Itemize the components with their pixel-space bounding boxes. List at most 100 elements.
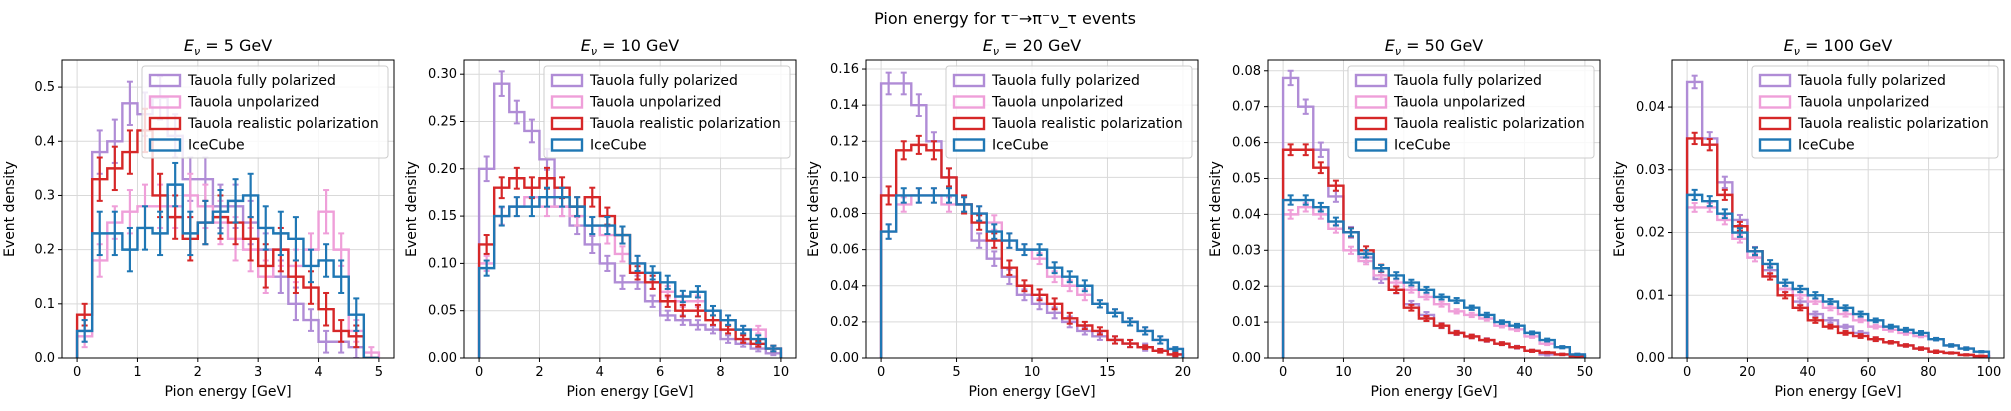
y-tick-label: 0.1 — [34, 297, 55, 312]
y-axis-label: Event density — [1612, 161, 1628, 257]
x-tick-label: 8 — [716, 365, 724, 380]
x-axis-label: Pion energy [GeV] — [1774, 384, 1901, 400]
legend-label-unpolarized: Tauola unpolarized — [1797, 95, 1929, 111]
legend-label-unpolarized: Tauola unpolarized — [1393, 95, 1525, 111]
y-tick-label: 0.03 — [1636, 163, 1665, 178]
y-axis-label: Event density — [404, 161, 420, 257]
x-tick-label: 0 — [877, 365, 885, 380]
series-icecube — [1281, 194, 1587, 358]
x-tick-label: 10 — [1024, 365, 1041, 380]
y-axis-label: Event density — [1208, 161, 1224, 257]
y-tick-label: 0.30 — [428, 67, 457, 82]
panel-title: Eν = 5 GeV — [184, 36, 272, 58]
legend-swatch-unpolarized — [1354, 95, 1388, 109]
histogram-area — [1281, 69, 1587, 358]
legend-swatch-polarized — [1758, 73, 1792, 88]
legend-label-polarized: Tauola fully polarized — [991, 73, 1140, 89]
x-tick-label: 40 — [1800, 365, 1817, 380]
y-tick-label: 0.04 — [1636, 100, 1665, 115]
y-tick-label: 0.5 — [34, 80, 55, 95]
x-tick-label: 50 — [1577, 365, 1594, 380]
series-polarized — [477, 70, 783, 358]
y-tick-label: 0.3 — [34, 188, 55, 203]
y-tick-label: 0.2 — [34, 243, 55, 258]
x-tick-label: 2 — [535, 365, 543, 380]
x-tick-label: 10 — [773, 365, 790, 380]
legend-label-realistic: Tauola realistic polarization — [1797, 116, 1989, 132]
x-tick-label: 6 — [656, 365, 664, 380]
x-tick-label: 2 — [194, 365, 202, 380]
x-tick-label: 20 — [1396, 365, 1413, 380]
y-tick-label: 0.08 — [830, 207, 859, 222]
histogram-step-polarized — [477, 82, 783, 358]
y-tick-label: 0.15 — [428, 209, 457, 224]
legend-label-icecube: IceCube — [188, 138, 245, 154]
panel-3: 0 5 10 15 20 0.00 0.02 0.04 0.06 0.08 0.10 0.12 0.14… — [806, 36, 1199, 400]
axes-frame — [1671, 59, 2005, 359]
x-tick-label: 0 — [1683, 365, 1691, 380]
legend-label-realistic: Tauola realistic polarization — [187, 116, 379, 132]
y-tick-label: 0.01 — [1636, 288, 1665, 303]
x-tick-label: 0 — [475, 365, 483, 380]
legend-swatch-realistic — [148, 116, 182, 131]
histogram-area — [477, 70, 783, 358]
x-tick-label: 4 — [596, 365, 604, 380]
x-tick-label: 5 — [952, 365, 960, 380]
legend-swatch-realistic — [1758, 116, 1792, 131]
legend-swatch-polarized — [952, 73, 986, 88]
y-tick-label: 0.25 — [428, 114, 457, 129]
legend-swatch-polarized — [148, 73, 182, 88]
x-tick-label: 100 — [1976, 365, 2001, 380]
y-tick-label: 0.0 — [34, 351, 55, 366]
y-tick-label: 0.03 — [1232, 243, 1261, 258]
histogram-area — [1685, 74, 1991, 358]
series-icecube — [477, 186, 783, 358]
y-tick-label: 0.02 — [1232, 279, 1261, 294]
legend-label-polarized: Tauola fully polarized — [1797, 73, 1946, 89]
legend-label-polarized: Tauola fully polarized — [589, 73, 738, 89]
legend-swatch-icecube — [550, 138, 584, 152]
series-icecube — [879, 187, 1185, 358]
histogram-area — [879, 71, 1185, 358]
y-tick-label: 0.01 — [1232, 315, 1261, 330]
panel-5: 0 20 40 60 80 100 0.00 0.01 0.02 0.03 0.04 Pion ene… — [1612, 36, 2005, 400]
x-tick-label: 0 — [1279, 365, 1287, 380]
legend-swatch-realistic — [952, 116, 986, 131]
y-tick-label: 0.08 — [1232, 64, 1261, 79]
legend-label-polarized: Tauola fully polarized — [1393, 73, 1542, 89]
panel-title: Eν = 20 GeV — [983, 36, 1082, 58]
legend-label-icecube: IceCube — [992, 138, 1049, 154]
y-tick-label: 0.04 — [1232, 207, 1261, 222]
y-tick-label: 0.20 — [428, 162, 457, 177]
legend-swatch-icecube — [1354, 138, 1388, 152]
histogram-step-realistic — [879, 143, 1185, 358]
panel-4: 0 10 20 30 40 50 0.00 0.01 0.02 0.03 0.04 0.05 0.06 0… — [1208, 36, 1601, 400]
y-tick-label: 0.04 — [830, 279, 859, 294]
y-tick-label: 0.02 — [1636, 226, 1665, 241]
y-tick-label: 0.00 — [428, 351, 457, 366]
legend-box — [1347, 65, 1595, 159]
legend-label-realistic: Tauola realistic polarization — [1393, 116, 1585, 132]
legend-swatch-icecube — [148, 138, 182, 152]
axes-frame — [61, 59, 395, 359]
panels-container: 0 1 2 3 4 5 0.0 0.1 0.2 0.3 0.4 0.5 Pion energy [GeV… — [2, 36, 2005, 400]
panel-title: Eν = 10 GeV — [581, 36, 680, 58]
histogram-step-realistic — [75, 129, 379, 358]
x-tick-label: 20 — [1739, 365, 1756, 380]
y-axis-label: Event density — [806, 161, 822, 257]
legend-swatch-icecube — [952, 138, 986, 152]
y-tick-label: 0.05 — [428, 304, 457, 319]
legend-swatch-unpolarized — [952, 95, 986, 109]
y-tick-label: 0.16 — [830, 62, 859, 77]
histogram-step-realistic — [1281, 148, 1587, 358]
y-tick-label: 0.10 — [428, 256, 457, 271]
x-tick-label: 4 — [314, 365, 322, 380]
panel-2: 0 2 4 6 8 10 0.00 0.05 0.10 0.15 0.20 0.25 0.30 Pion … — [404, 36, 797, 400]
y-tick-label: 0.06 — [830, 243, 859, 258]
legend: Tauola fully polarized Tauola unpolarized… — [543, 65, 791, 159]
x-tick-label: 3 — [254, 365, 262, 380]
legend: Tauola fully polarized Tauola unpolarized… — [1751, 65, 1999, 159]
legend-label-unpolarized: Tauola unpolarized — [589, 95, 721, 111]
legend-swatch-polarized — [1354, 73, 1388, 88]
